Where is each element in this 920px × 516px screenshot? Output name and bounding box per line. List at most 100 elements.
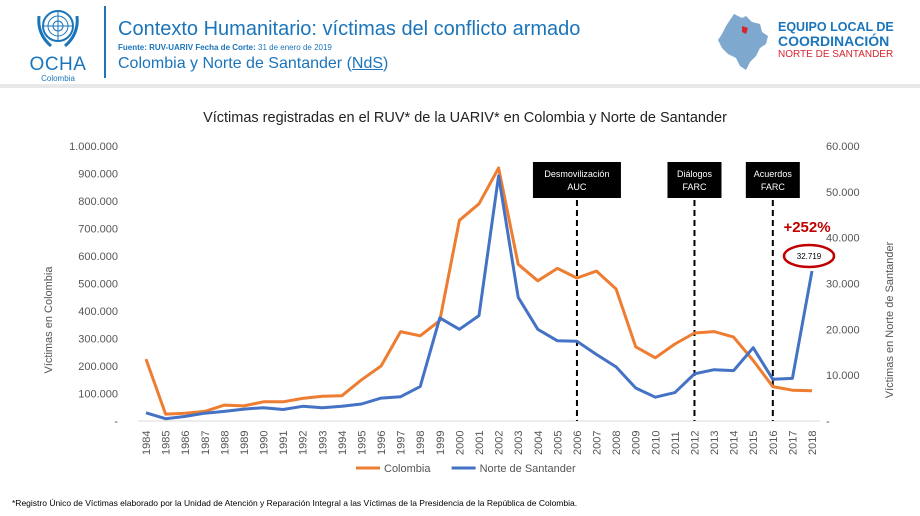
event-label: AUC xyxy=(567,182,587,192)
left-tick-label: 500.000 xyxy=(78,279,118,291)
right-tick-label: 60.000 xyxy=(826,141,860,153)
x-tick-label: 2006 xyxy=(572,431,584,455)
right-tick-label: 10.000 xyxy=(826,370,860,382)
x-tick-label: 2002 xyxy=(494,431,506,455)
event-label: Diálogos xyxy=(677,169,713,179)
x-tick-label: 2013 xyxy=(709,431,721,455)
right-tick-label: 20.000 xyxy=(826,324,860,336)
x-tick-label: 1998 xyxy=(415,431,427,455)
pct-change-label: +252% xyxy=(783,219,830,236)
x-tick-label: 1997 xyxy=(396,431,408,455)
x-tick-label: 1996 xyxy=(376,431,388,455)
legend: Colombia Norte de Santander xyxy=(356,463,576,475)
x-tick-label: 2014 xyxy=(729,431,741,455)
x-tick-label: 1992 xyxy=(298,431,310,455)
right-tick-label: 40.000 xyxy=(826,233,860,245)
x-tick-label: 1989 xyxy=(239,431,251,455)
chart-title: Víctimas registradas en el RUV* de la UA… xyxy=(203,110,727,126)
x-tick-label: 1994 xyxy=(337,431,349,455)
left-tick-label: 900.000 xyxy=(78,169,118,181)
right-tick-label: - xyxy=(826,416,830,428)
header-bottom-rule xyxy=(0,84,920,88)
x-axis: 1984 1985 1986 1987 1988 1989 1990 1991 1992 1993… xyxy=(138,420,820,455)
x-tick-label: 1985 xyxy=(161,431,173,455)
left-tick-label: 300.000 xyxy=(78,334,118,346)
event-box xyxy=(667,162,722,198)
x-tick-label: 2018 xyxy=(807,431,819,455)
x-tick-label: 1991 xyxy=(278,431,290,455)
event-label: Desmovilización xyxy=(544,169,609,179)
event-box xyxy=(745,162,800,198)
page-subtitle: Colombia y Norte de Santander (NdS) xyxy=(118,55,388,73)
highlight-ellipse xyxy=(782,243,836,269)
last-value-label: 32.719 xyxy=(797,252,822,261)
x-tick-label: 2004 xyxy=(533,431,545,455)
x-tick-label: 2003 xyxy=(513,431,525,455)
x-tick-label: 2010 xyxy=(650,431,662,455)
source-date: 31 de enero de 2019 xyxy=(258,43,332,52)
left-tick-label: 700.000 xyxy=(78,224,118,236)
un-emblem-icon xyxy=(37,10,79,48)
x-tick-label: 2017 xyxy=(787,431,799,455)
left-tick-label: 600.000 xyxy=(78,251,118,263)
x-tick-label: 2009 xyxy=(631,431,643,455)
right-y-axis: - 10.000 20.000 30.000 40.000 50.000 60.000 xyxy=(826,141,860,428)
left-tick-label: - xyxy=(114,416,118,428)
event-box xyxy=(532,162,621,198)
event-label: Acuerdos xyxy=(754,169,793,179)
team-logo: EQUIPO LOCAL DE COORDINACIÓN NORTE DE SA… xyxy=(778,20,906,61)
x-tick-label: 2012 xyxy=(689,431,701,455)
series-lines xyxy=(144,166,814,421)
x-tick-label: 2011 xyxy=(670,431,682,455)
annotation: 32.719 +252% xyxy=(782,219,836,269)
colombia-map-icon xyxy=(718,14,768,70)
event-label: FARC xyxy=(682,182,707,192)
right-tick-label: 50.000 xyxy=(826,187,860,199)
x-tick-label: 1993 xyxy=(317,431,329,455)
right-axis-label: Víctimas en Norte de Santander xyxy=(884,241,896,398)
source-line: Fuente: RUV-UARIV Fecha de Corte: 31 de … xyxy=(118,43,332,52)
header-divider xyxy=(104,6,106,78)
left-axis-label: Víctimas en Colombia xyxy=(43,266,55,374)
ocha-logo: OCHA Colombia xyxy=(18,6,98,83)
left-tick-label: 200.000 xyxy=(78,361,118,373)
x-tick-label: 2008 xyxy=(611,431,623,455)
x-tick-label: 2016 xyxy=(768,431,780,455)
x-tick-label: 1984 xyxy=(141,431,153,455)
x-tick-label: 2001 xyxy=(474,431,486,455)
series-line xyxy=(144,166,813,416)
team-line-3: NORTE DE SANTANDER xyxy=(778,49,894,60)
x-tick-label: 1999 xyxy=(435,431,447,455)
x-tick-label: 2000 xyxy=(454,431,466,455)
source-label: Fuente: RUV-UARIV Fecha de Corte: xyxy=(118,43,256,52)
team-line-1: EQUIPO LOCAL DE xyxy=(778,20,894,34)
event-label: FARC xyxy=(761,182,786,192)
legend-label: Colombia xyxy=(384,463,431,475)
page-title: Contexto Humanitario: víctimas del confl… xyxy=(118,18,581,40)
subtitle-pre: Colombia y Norte de Santander ( xyxy=(118,55,352,72)
x-tick-label: 1990 xyxy=(259,431,271,455)
x-tick-label: 2015 xyxy=(748,431,760,455)
team-line-2: COORDINACIÓN xyxy=(778,33,890,49)
left-tick-label: 100.000 xyxy=(78,389,118,401)
right-tick-label: 30.000 xyxy=(826,279,860,291)
subtitle-post: ) xyxy=(383,55,389,72)
ocha-logo-text: OCHA xyxy=(29,54,87,75)
x-tick-label: 2007 xyxy=(592,431,604,455)
subtitle-abbr: NdS xyxy=(351,55,384,72)
legend-label: Norte de Santander xyxy=(480,463,576,475)
x-tick-label: 2005 xyxy=(552,431,564,455)
ocha-logo-sub: Colombia xyxy=(41,74,75,83)
x-tick-label: 1988 xyxy=(219,431,231,455)
x-tick-label: 1995 xyxy=(356,431,368,455)
event-markers: Desmovilización AUC Diálogos FARC Acuerdos FA… xyxy=(532,162,800,421)
x-tick-label: 1986 xyxy=(180,431,192,455)
left-tick-label: 800.000 xyxy=(78,196,118,208)
footnote: *Registro Único de Víctimas elaborado po… xyxy=(12,498,578,508)
left-tick-label: 400.000 xyxy=(78,306,118,318)
series-line xyxy=(145,174,814,421)
report-header: OCHA Colombia Contexto Humanitario: víct… xyxy=(0,0,920,88)
left-tick-label: 1.000.000 xyxy=(69,141,118,153)
left-y-axis: - 100.000 200.000 300.000 400.000 500.000 600.… xyxy=(69,141,118,428)
victims-line-chart: Víctimas registradas en el RUV* de la UA… xyxy=(43,110,896,475)
